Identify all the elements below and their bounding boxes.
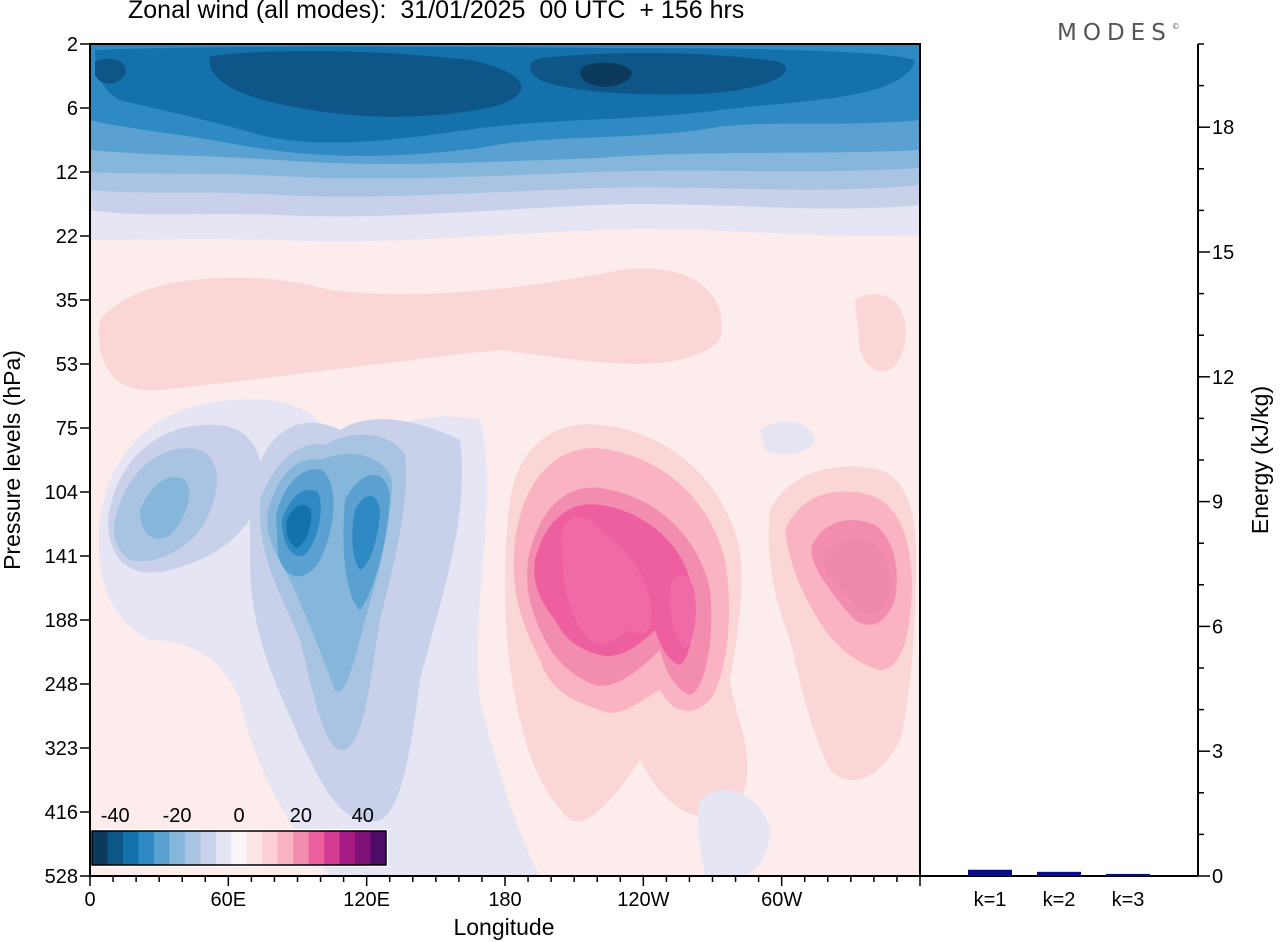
- region-americas-jet-20: [822, 540, 891, 615]
- copyright-mark: ©: [1171, 22, 1180, 31]
- y-tick-label: 22: [56, 226, 78, 248]
- energy-x-tick-label: k=2: [1043, 889, 1076, 911]
- colorbar-swatch: [138, 831, 155, 865]
- region-westerly-band-americas-upper: [855, 294, 906, 372]
- y-tick-label: 248: [45, 674, 78, 696]
- colorbar-swatch: [262, 831, 279, 865]
- colorbar-swatch: [169, 831, 186, 865]
- x-tick-label: 180: [488, 889, 521, 911]
- colorbar-tick-label: 20: [290, 805, 312, 827]
- energy-bars: [968, 869, 1150, 876]
- colorbar: [90, 829, 388, 867]
- energy-y-axis: 0 3 6 9 12 15 18: [1198, 43, 1234, 888]
- colorbar-swatch: [92, 831, 108, 865]
- colorbar-tick-label: 40: [352, 805, 374, 827]
- energy-x-tick-label: k=3: [1112, 889, 1145, 911]
- colorbar-swatch: [277, 831, 294, 865]
- region-strat-easterly-45: [580, 62, 632, 87]
- x-tick-label: 120W: [617, 889, 669, 911]
- y-axis: 2 6 12 22 35 53 75 104 141 188 248 323 416 528: [45, 34, 90, 888]
- colorbar-swatch: [153, 831, 170, 865]
- brand-text: MODES: [1057, 20, 1172, 46]
- y-tick-label: 6: [67, 98, 78, 120]
- colorbar-swatch: [184, 831, 201, 865]
- region-trop-easterly-35: [286, 504, 312, 548]
- y-tick-label: 53: [56, 354, 78, 376]
- energy-x-axis: k=1 k=2 k=3: [974, 889, 1145, 911]
- colorbar-tick-label: -20: [163, 805, 192, 827]
- colorbar-swatch: [215, 831, 232, 865]
- colorbar-tick-label: -40: [101, 805, 130, 827]
- colorbar-swatch: [293, 831, 310, 865]
- colorbar-swatch: [324, 831, 341, 865]
- region-pacific-jet-30: [670, 575, 696, 648]
- y-tick-label: 75: [56, 418, 78, 440]
- zonal-wind-heatmap: [90, 44, 920, 876]
- y-tick-label: 188: [45, 610, 78, 632]
- energy-bar-k2: [1037, 871, 1081, 876]
- region-westerly-band-upper: [99, 268, 722, 391]
- colorbar-swatch: [200, 831, 217, 865]
- colorbar-swatch: [231, 831, 248, 865]
- x-axis-title: Longitude: [453, 914, 554, 940]
- colorbar-swatch: [246, 831, 263, 865]
- brand-logo: MODES©: [1057, 20, 1180, 46]
- y-tick-label: 35: [56, 290, 78, 312]
- energy-y-tick-label: 3: [1212, 741, 1223, 763]
- y-tick-label: 416: [45, 802, 78, 824]
- colorbar-swatch: [308, 831, 325, 865]
- energy-y-tick-label: 15: [1212, 242, 1234, 264]
- energy-bar-panel: k=1 k=2 k=3 0 3 6 9 12 15 18 Energy (kJ/kg): [920, 43, 1273, 911]
- y-tick-label: 141: [45, 546, 78, 568]
- y-axis-title: Pressure levels (hPa): [0, 350, 25, 570]
- colorbar-swatch: [122, 831, 139, 865]
- colorbar-swatch: [355, 831, 372, 865]
- y-tick-label: 104: [45, 482, 78, 504]
- x-tick-label: 0: [84, 889, 95, 911]
- energy-y-tick-label: 9: [1212, 492, 1223, 514]
- y-tick-label: 528: [45, 866, 78, 888]
- x-tick-label: 120E: [343, 889, 390, 911]
- colorbar-swatch: [370, 831, 387, 865]
- colorbar-swatch: [339, 831, 356, 865]
- region-upper-easterly-patch: [760, 421, 815, 455]
- x-tick-label: 60E: [211, 889, 247, 911]
- energy-x-tick-label: k=1: [974, 889, 1007, 911]
- region-trop-easterly-20: [140, 476, 190, 539]
- colorbar-labels: -40 -20 0 20 40: [101, 805, 374, 827]
- region-near-surface-easterly: [697, 790, 770, 876]
- region-trop-easterly-30b: [352, 495, 380, 570]
- colorbar-frame: [91, 830, 387, 866]
- x-axis: 0 60E 120E 180 120W 60W: [84, 876, 921, 911]
- region-strat-easterly-40c: [95, 58, 126, 84]
- region-pacific-jet-25: [561, 516, 652, 645]
- colorbar-swatch: [107, 831, 124, 865]
- x-tick-label: 60W: [761, 889, 802, 911]
- energy-y-tick-label: 6: [1212, 616, 1223, 638]
- region-strat-easterly-40: [209, 51, 522, 117]
- y-tick-label: 12: [56, 162, 78, 184]
- energy-y-tick-label: 12: [1212, 367, 1234, 389]
- y-tick-label: 323: [45, 738, 78, 760]
- colorbar-tick-label: 0: [233, 805, 244, 827]
- y-tick-label: 2: [67, 34, 78, 56]
- energy-y-tick-label: 18: [1212, 117, 1234, 139]
- energy-bar-k3: [1106, 873, 1150, 876]
- energy-y-tick-label: 0: [1212, 866, 1223, 888]
- energy-bar-k1: [968, 869, 1012, 876]
- chart-title: Zonal wind (all modes): 31/01/2025 00 UT…: [128, 0, 745, 24]
- energy-axis-title: Energy (kJ/kg): [1247, 386, 1273, 534]
